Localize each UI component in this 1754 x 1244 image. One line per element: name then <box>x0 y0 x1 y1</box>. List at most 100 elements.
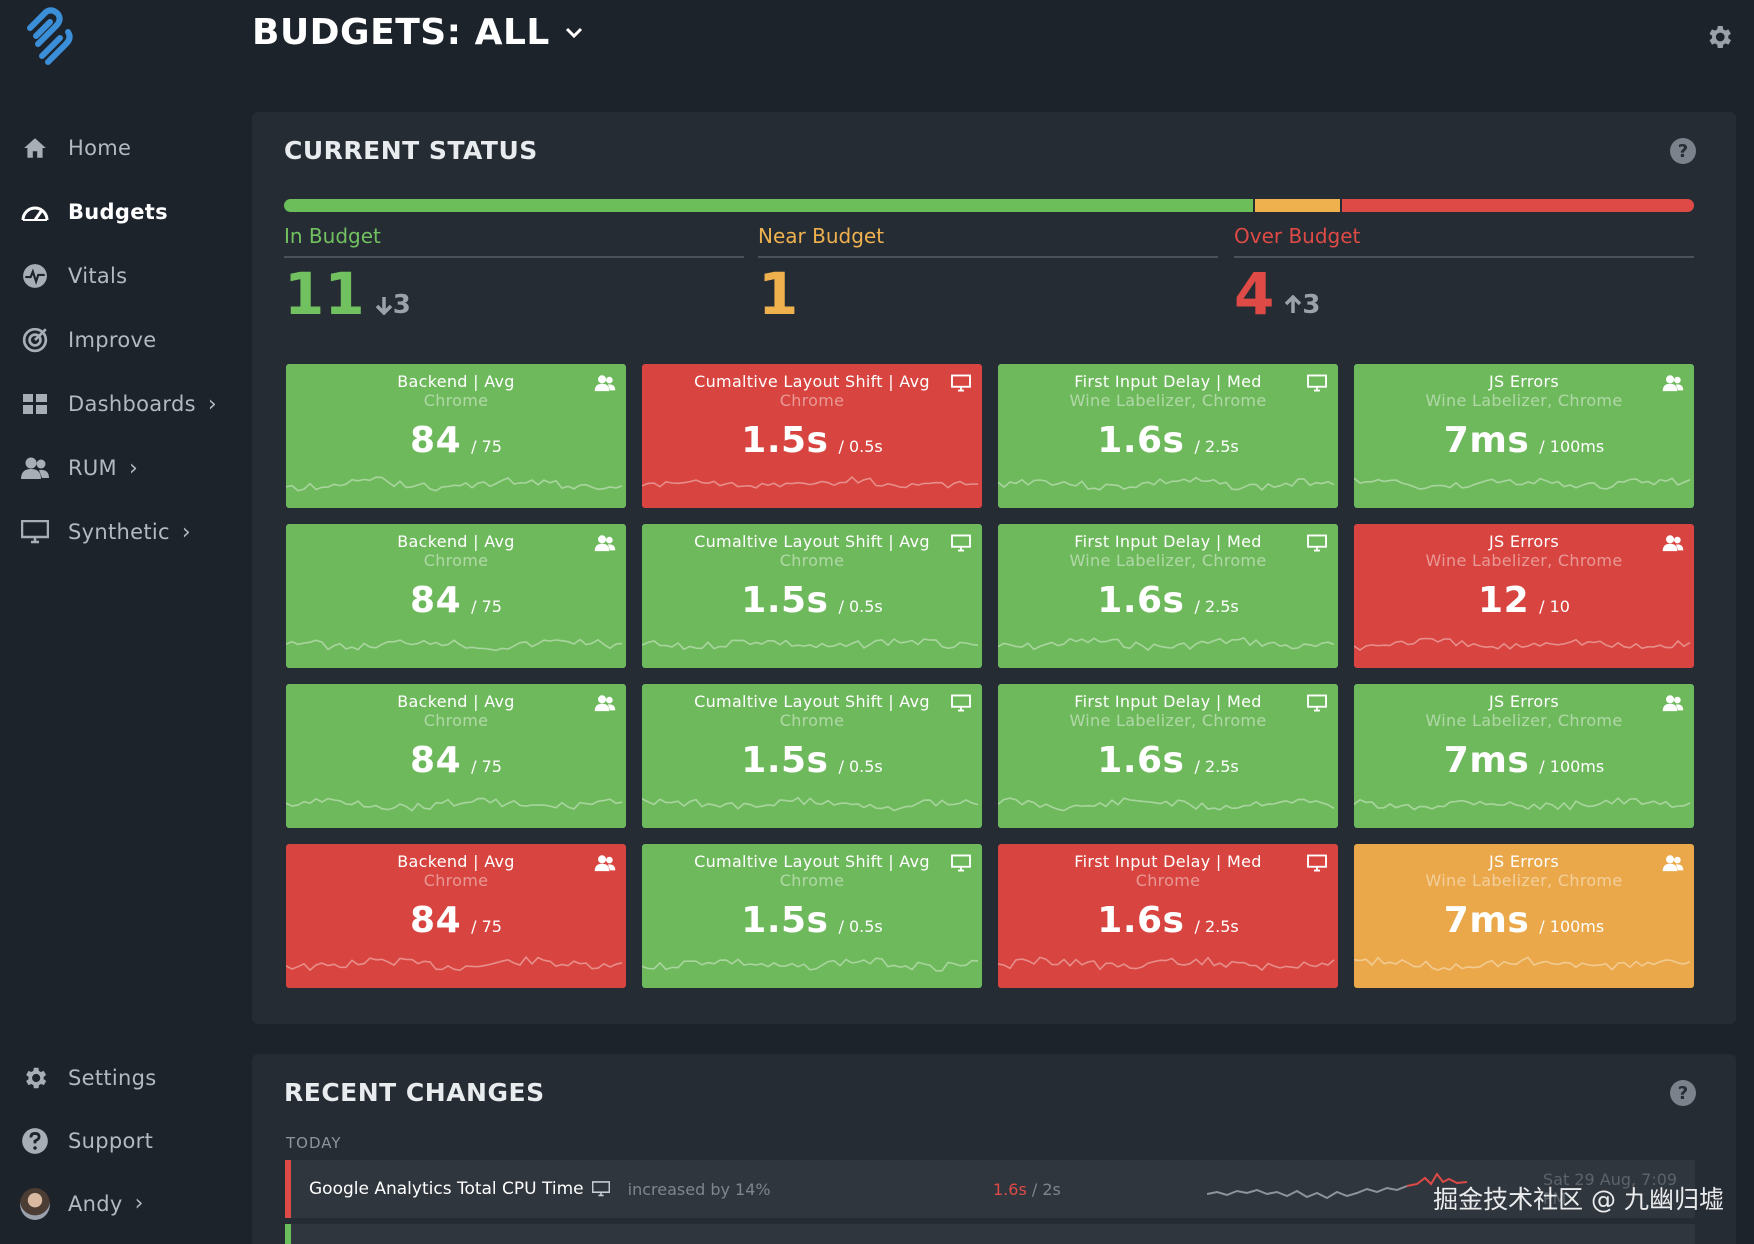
tile-subtitle: Chrome <box>423 551 489 570</box>
sidebar-item-support[interactable]: Support <box>0 1109 240 1172</box>
users-icon <box>594 695 616 712</box>
chevron-down-icon[interactable] <box>564 23 584 43</box>
sidebar-item-home[interactable]: Home <box>0 116 240 180</box>
change-row[interactable] <box>285 1224 1695 1244</box>
watermark: 掘金技术社区 @ 九幽归墟 <box>1433 1185 1724 1214</box>
tile-value-group: 84 / 75 <box>286 740 626 781</box>
tile-title: Cumaltive Layout Shift | Avg <box>694 532 930 551</box>
budget-tile[interactable]: JS Errors Wine Labelizer, Chrome 7ms / 100m… <box>1354 844 1694 988</box>
users-icon <box>1662 695 1684 712</box>
tile-budget: / 2.5s <box>1194 597 1239 616</box>
sidebar-item-vitals[interactable]: Vitals <box>0 244 240 308</box>
budget-tile[interactable]: Backend | Avg Chrome 84 / 75 <box>286 844 626 988</box>
gear-icon[interactable] <box>1704 22 1734 52</box>
tile-value-group: 7ms / 100ms <box>1354 420 1694 461</box>
tile-sparkline <box>998 476 1335 492</box>
tile-title: First Input Delay | Med <box>1074 372 1262 391</box>
tile-subtitle: Chrome <box>779 391 845 410</box>
budget-tile[interactable]: First Input Delay | Med Wine Labelizer, C… <box>998 524 1338 668</box>
dashboard-icon <box>20 389 50 419</box>
sidebar-item-settings[interactable]: Settings <box>0 1046 240 1109</box>
over-budget-count: 4 <box>1234 260 1275 328</box>
avatar <box>20 1187 50 1220</box>
help-icon[interactable]: ? <box>1670 138 1696 164</box>
budget-tile[interactable]: Backend | Avg Chrome 84 / 75 <box>286 524 626 668</box>
tile-title: Backend | Avg <box>397 692 515 711</box>
tile-sparkline <box>286 476 623 492</box>
tile-sparkline <box>286 955 623 972</box>
tile-value-group: 84 / 75 <box>286 900 626 941</box>
tile-value-group: 7ms / 100ms <box>1354 740 1694 781</box>
monitor-icon <box>1307 854 1327 872</box>
users-icon <box>594 535 616 552</box>
change-metric-name-text: Google Analytics Total CPU Time <box>309 1179 584 1199</box>
tile-subtitle: Wine Labelizer, Chrome <box>1069 391 1267 410</box>
sidebar-item-label: Synthetic <box>68 520 170 544</box>
tile-value-group: 1.6s / 2.5s <box>998 420 1338 461</box>
tile-budget: / 100ms <box>1539 437 1605 456</box>
tile-sparkline <box>286 797 623 812</box>
sidebar-item-rum[interactable]: RUM › <box>0 436 240 500</box>
chevron-right-icon: › <box>181 519 191 545</box>
app-logo-icon[interactable] <box>20 6 84 70</box>
tile-sparkline <box>1354 637 1691 651</box>
tile-sparkline <box>642 476 979 489</box>
in-budget-label: In Budget <box>284 224 744 258</box>
users-icon <box>594 855 616 872</box>
change-metric-value: 1.6s / 2s <box>993 1180 1061 1199</box>
arrow-down-icon <box>375 297 392 315</box>
tile-value: 1.6s <box>1097 420 1185 461</box>
chevron-right-icon: › <box>128 455 139 481</box>
status-bar-in-budget <box>284 199 1254 212</box>
change-metric-name[interactable]: Google Analytics Total CPU Time <box>309 1179 610 1199</box>
tile-value: 1.5s <box>741 420 829 461</box>
budget-tile[interactable]: First Input Delay | Med Wine Labelizer, C… <box>998 684 1338 828</box>
sidebar-item-user[interactable]: Andy › <box>0 1172 240 1235</box>
over-budget-delta: 3 <box>1284 290 1320 320</box>
help-icon[interactable]: ? <box>1670 1080 1696 1106</box>
budget-tile[interactable]: Backend | Avg Chrome 84 / 75 <box>286 684 626 828</box>
budget-tile[interactable]: JS Errors Wine Labelizer, Chrome 12 / 10 <box>1354 524 1694 668</box>
tile-value-group: 7ms / 100ms <box>1354 900 1694 941</box>
monitor-icon <box>1307 534 1327 552</box>
near-budget-count: 1 <box>758 260 799 328</box>
budget-tile[interactable]: JS Errors Wine Labelizer, Chrome 7ms / 100m… <box>1354 364 1694 508</box>
tile-value: 1.5s <box>741 580 829 621</box>
tile-value-group: 1.6s / 2.5s <box>998 900 1338 941</box>
tile-budget: / 0.5s <box>838 437 883 456</box>
sidebar-item-improve[interactable]: Improve <box>0 308 240 372</box>
tile-subtitle: Chrome <box>779 551 845 570</box>
budget-tile[interactable]: Cumaltive Layout Shift | Avg Chrome 1.5s / … <box>642 684 982 828</box>
tile-title: Backend | Avg <box>397 852 515 871</box>
in-budget-summary: In Budget 11 3 <box>284 224 744 326</box>
sidebar-item-synthetic[interactable]: Synthetic › <box>0 500 240 564</box>
sidebar-item-budgets[interactable]: Budgets <box>0 180 240 244</box>
budget-tile-grid: Backend | Avg Chrome 84/ 75 Cumaltive Layou… <box>286 364 1696 988</box>
speedometer-icon <box>20 197 50 227</box>
tile-budget: / 75 <box>471 917 502 936</box>
tile-title: JS Errors <box>1489 532 1559 551</box>
monitor-icon <box>951 854 971 872</box>
tile-budget: / 0.5s <box>838 757 883 776</box>
monitor-icon <box>951 534 971 552</box>
budget-tile[interactable]: JS Errors Wine Labelizer, Chrome 7ms / 100m… <box>1354 684 1694 828</box>
change-row[interactable]: Google Analytics Total CPU Time increase… <box>285 1160 1695 1218</box>
budget-tile[interactable]: First Input Delay | Med Wine Labelizer, C… <box>998 364 1338 508</box>
recent-changes-panel: RECENT CHANGES ? TODAY Google Analytics … <box>252 1054 1736 1244</box>
budget-tile[interactable]: Cumaltive Layout Shift | Avg Chrome 1.5s / … <box>642 844 982 988</box>
page-title-text: BUDGETS: ALL <box>252 12 550 53</box>
tile-value-group: 1.5s / 0.5s <box>642 420 982 461</box>
sidebar-item-dashboards[interactable]: Dashboards › <box>0 372 240 436</box>
budget-tile[interactable]: First Input Delay | Med Chrome 1.6s / 2.5s <box>998 844 1338 988</box>
tile-subtitle: Chrome <box>779 871 845 890</box>
budget-tile[interactable]: Cumaltive Layout Shift | Avg Chrome 1.5s / … <box>642 524 982 668</box>
budget-tile[interactable]: Cumaltive Layout Shift | Avg Chrome 1.5s / … <box>642 364 982 508</box>
budget-tile[interactable]: Backend | Avg Chrome 84 / 75 <box>286 364 626 508</box>
tile-budget: / 100ms <box>1539 757 1605 776</box>
tile-sparkline <box>642 638 979 651</box>
page-title[interactable]: BUDGETS: ALL <box>252 12 584 53</box>
sidebar-item-label: Home <box>68 136 132 160</box>
change-timestamp: Sat 29 Aug, 7:09 PM <box>1543 1170 1678 1208</box>
tile-subtitle: Chrome <box>1135 871 1201 890</box>
tile-value: 84 <box>410 420 462 461</box>
